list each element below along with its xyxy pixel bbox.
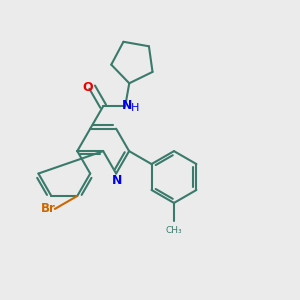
Text: N: N <box>112 173 122 187</box>
Text: N: N <box>122 99 132 112</box>
Text: H: H <box>131 103 139 113</box>
Text: O: O <box>82 81 93 94</box>
Text: CH₃: CH₃ <box>166 226 182 236</box>
Text: Br: Br <box>41 202 56 215</box>
